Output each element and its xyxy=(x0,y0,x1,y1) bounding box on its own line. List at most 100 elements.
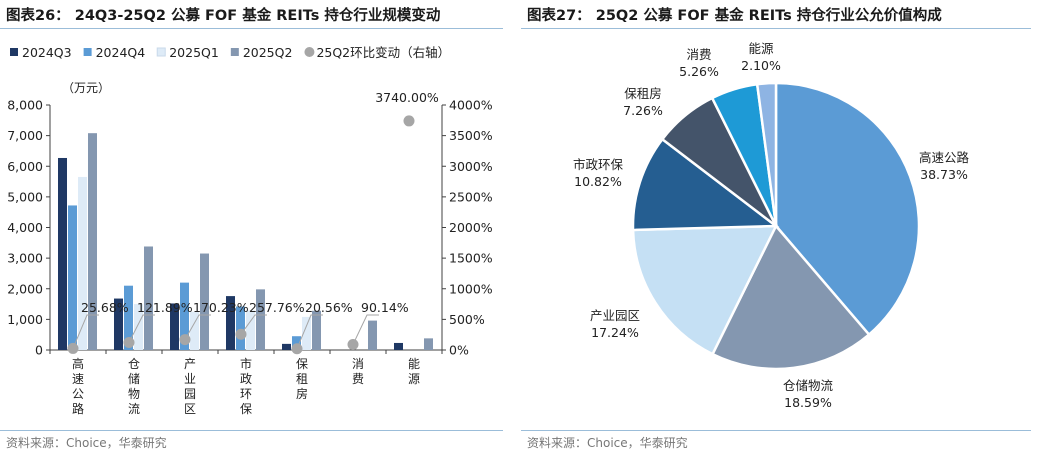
bar-2024Q3 xyxy=(170,303,179,350)
data-label: 121.89% xyxy=(137,300,193,315)
y2-tick-label: 4000% xyxy=(449,98,493,113)
bar-2025Q2 xyxy=(368,320,377,350)
y2-tick-label: 3000% xyxy=(449,159,493,174)
y-tick-label: 0 xyxy=(35,343,43,358)
legend-swatch xyxy=(156,47,166,57)
bar-2024Q4 xyxy=(124,285,133,350)
x-tick-label: 能源 xyxy=(408,357,420,386)
y-tick-label: 4,000 xyxy=(7,220,43,235)
legend-swatch xyxy=(83,48,92,56)
y2-tick-label: 0% xyxy=(449,343,469,358)
data-label-leader xyxy=(352,314,379,345)
y2-tick-label: 3500% xyxy=(449,128,493,143)
data-label-leader xyxy=(184,314,211,340)
y2-tick-label: 2500% xyxy=(449,189,493,204)
pie-label: 市政环保 xyxy=(573,157,624,172)
data-label: 257.76% xyxy=(249,300,305,315)
bar-2025Q1 xyxy=(302,316,311,350)
source-note: 资料来源：Choice，华泰研究 xyxy=(6,436,167,450)
chart-title: 图表27： 25Q2 公募 FOF 基金 REITs 持仓行业公允价值构成 xyxy=(527,8,942,24)
bar-2024Q4 xyxy=(292,336,301,350)
bar-chart-panel: 图表26： 24Q3-25Q2 公募 FOF 基金 REITs 持仓行业规模变动… xyxy=(0,0,503,456)
pie-slice-产业园区 xyxy=(631,224,779,356)
chart-title: 图表26： 24Q3-25Q2 公募 FOF 基金 REITs 持仓行业规模变动 xyxy=(6,8,441,24)
pie-slice-市政环保 xyxy=(631,137,780,232)
pie-label: 保租房 xyxy=(624,86,662,101)
scatter-point xyxy=(347,338,359,350)
pie-label: 消费 xyxy=(686,47,711,62)
bar-2025Q2 xyxy=(88,133,97,350)
bar-2024Q3 xyxy=(282,343,291,350)
bar-2024Q4 xyxy=(68,205,77,350)
bar-2024Q3 xyxy=(394,342,403,350)
bar-chart: 2024Q3 2024Q4 2025Q1 2025Q2 25Q2环比变动（右轴） （万元）… xyxy=(7,45,493,416)
bar-2025Q2 xyxy=(144,246,153,350)
pie-chart-panel: 图表27： 25Q2 公募 FOF 基金 REITs 持仓行业公允价值构成 高速… xyxy=(521,0,1031,456)
scatter-point xyxy=(235,328,247,340)
pie-value-label: 38.73% xyxy=(920,167,968,182)
title-divider xyxy=(0,28,503,29)
legend-label: 2024Q3 xyxy=(22,45,72,60)
bar-2024Q4 xyxy=(236,306,245,350)
data-label: 25.68% xyxy=(81,300,129,315)
source-divider xyxy=(521,430,1031,431)
legend-label: 2025Q1 xyxy=(169,45,219,60)
legend-label: 2024Q4 xyxy=(96,45,146,60)
pie-value-label: 10.82% xyxy=(574,174,622,189)
legend-swatch xyxy=(230,48,239,56)
data-label: 20.56% xyxy=(305,300,353,315)
pie-slice-能源 xyxy=(755,81,778,227)
data-label: 90.14% xyxy=(361,300,409,315)
bar-2025Q1 xyxy=(246,310,255,350)
x-tick-label: 高速公路 xyxy=(72,356,84,416)
y-tick-label: 1,000 xyxy=(7,312,43,327)
pie-label: 仓储物流 xyxy=(783,378,834,393)
pie-value-label: 5.26% xyxy=(679,64,719,79)
x-tick-label: 仓储物流 xyxy=(128,357,140,416)
pie-value-label: 17.24% xyxy=(591,325,639,340)
x-tick-label: 保租房 xyxy=(296,357,308,401)
scatter-point xyxy=(291,343,303,355)
legend-label: 2025Q2 xyxy=(243,45,293,60)
bar-2024Q3 xyxy=(58,157,67,350)
y-tick-label: 5,000 xyxy=(7,189,43,204)
legend-swatch xyxy=(10,48,18,56)
data-label-leader xyxy=(240,314,267,335)
y-tick-label: 2,000 xyxy=(7,281,43,296)
pie-value-label: 2.10% xyxy=(741,58,781,73)
scatter-point xyxy=(403,115,415,127)
pie-slice-仓储物流 xyxy=(710,223,871,371)
bar-2025Q2 xyxy=(312,310,321,350)
bar-2025Q1 xyxy=(190,311,199,350)
bar-2025Q2 xyxy=(200,253,209,350)
y-axis-unit: （万元） xyxy=(62,81,110,95)
bar-2025Q1 xyxy=(78,176,87,350)
pie-label: 产业园区 xyxy=(590,308,640,323)
bar-2024Q3 xyxy=(226,296,235,350)
pie-chart: 高速公路 38.73% 仓储物流 18.59% 产业园区 17.24% 市政环保 10.82%… xyxy=(573,41,970,410)
x-tick-label: 市政环保 xyxy=(240,356,252,416)
y-tick-label: 8,000 xyxy=(7,98,43,113)
y-tick-label: 3,000 xyxy=(7,251,43,266)
y2-tick-label: 500% xyxy=(449,312,485,327)
data-label-leader xyxy=(72,314,99,349)
bar-2025Q2 xyxy=(256,289,265,350)
data-label: 170.23% xyxy=(193,300,249,315)
source-note: 资料来源：Choice，华泰研究 xyxy=(527,436,688,450)
data-label-leader xyxy=(296,314,323,349)
scatter-point xyxy=(179,334,191,346)
bar-2024Q4 xyxy=(180,282,189,350)
data-label: 3740.00% xyxy=(375,90,439,105)
y2-tick-label: 1000% xyxy=(449,281,493,296)
pie-label: 能源 xyxy=(748,41,774,56)
bar-2025Q2 xyxy=(424,338,433,350)
bar-2025Q1 xyxy=(134,304,143,350)
scatter-point xyxy=(123,337,135,349)
legend-marker xyxy=(304,47,315,57)
pie-slice-高速公路 xyxy=(774,81,921,337)
y-tick-label: 7,000 xyxy=(7,128,43,143)
data-label-leader xyxy=(128,314,155,343)
scatter-point xyxy=(67,342,79,354)
x-tick-label: 消费 xyxy=(352,357,364,386)
y2-tick-label: 2000% xyxy=(449,220,493,235)
